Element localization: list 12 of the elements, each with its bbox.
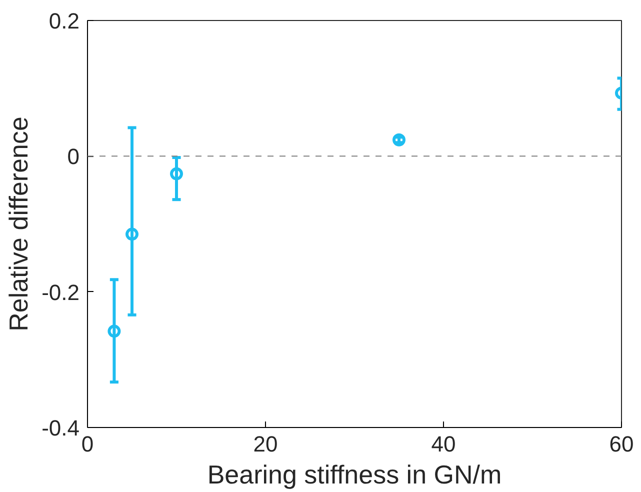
y-tick-label: -0.4 (42, 416, 80, 440)
y-tick-label: 0.2 (48, 8, 80, 34)
x-tick-label: 60 (609, 432, 634, 456)
y-tick-label: 0 (67, 144, 80, 170)
x-tick-label: 40 (431, 432, 456, 456)
point (170, 167, 183, 180)
point (108, 324, 121, 338)
y-axis-title: Relative difference (4, 116, 34, 332)
y-tick-label: -0.2 (42, 280, 80, 305)
x-tick-label: 20 (253, 432, 278, 456)
x-axis-title: Bearing stiffness in GN/m (207, 460, 502, 490)
point (126, 228, 138, 241)
